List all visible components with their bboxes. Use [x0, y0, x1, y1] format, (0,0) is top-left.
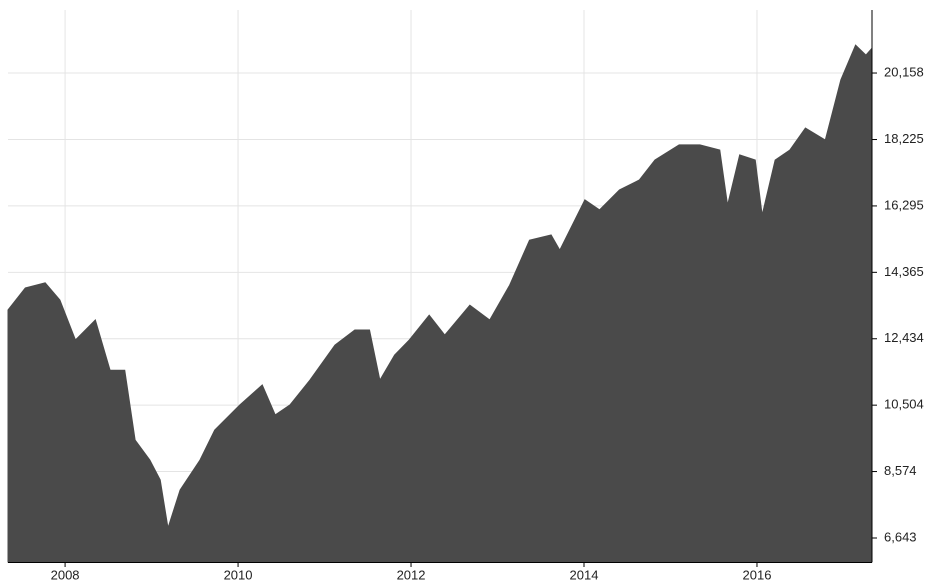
x-tick-label: 2010: [224, 567, 253, 582]
y-tick-label: 10,504: [884, 397, 924, 412]
x-tick-label: 2014: [570, 567, 599, 582]
x-tick-label: 2012: [397, 567, 426, 582]
area: [7, 44, 873, 563]
y-tick-label: 6,643: [884, 529, 917, 544]
y-tick-label: 20,158: [884, 64, 924, 79]
y-tick-label: 8,574: [884, 463, 917, 478]
x-tick-label: 2016: [743, 567, 772, 582]
y-tick-label: 14,365: [884, 264, 924, 279]
y-tick-label: 18,225: [884, 131, 924, 146]
y-tick-label: 16,295: [884, 197, 924, 212]
x-tick-label: 2008: [51, 567, 80, 582]
y-tick-label: 12,434: [884, 330, 924, 345]
